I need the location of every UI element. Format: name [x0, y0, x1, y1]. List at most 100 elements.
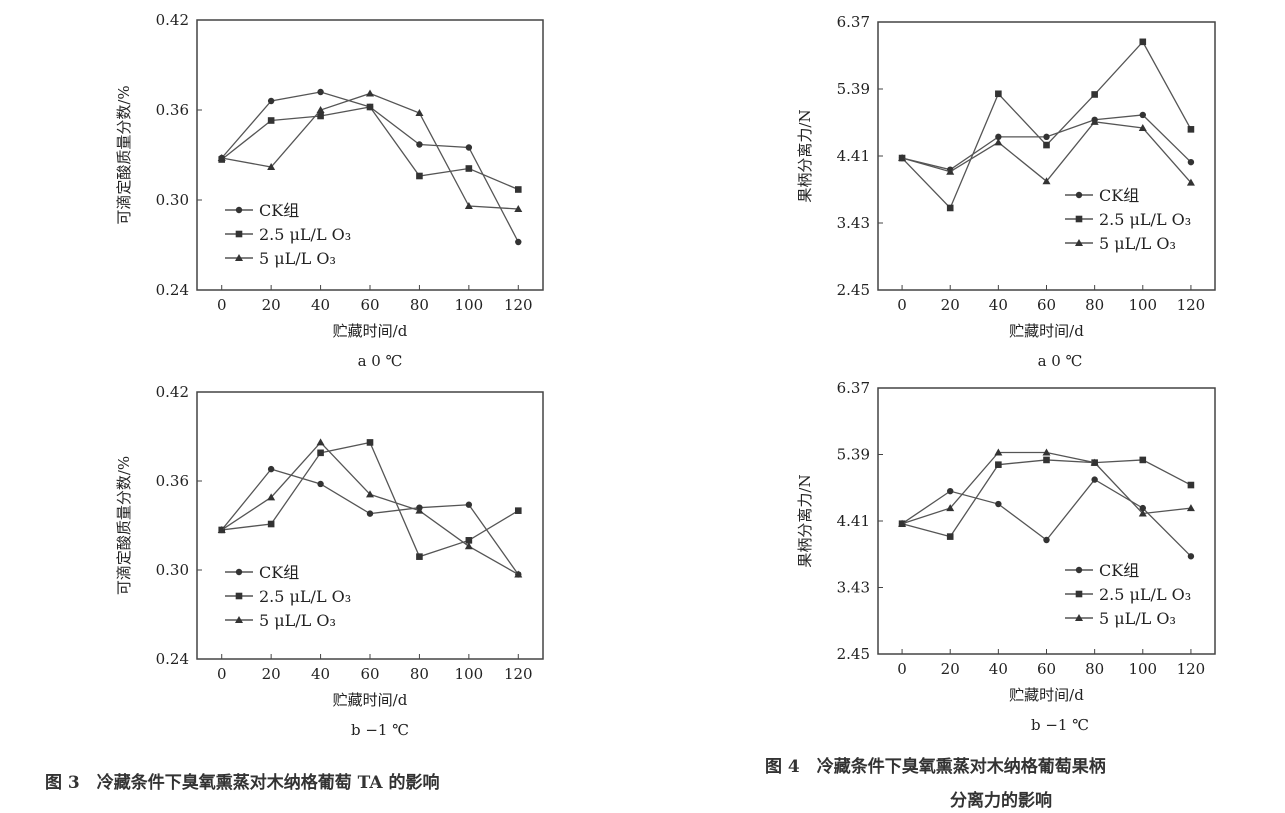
data-point — [415, 506, 424, 514]
series-triangle: 5 μL/L O₃ — [217, 438, 523, 630]
data-point — [465, 144, 473, 151]
series-triangle: 5 μL/L O₃ — [898, 117, 1195, 253]
data-point — [898, 519, 907, 527]
data-point — [946, 504, 955, 512]
chart-3: 2.45 3.43 4.41 5.39 6.37 0 20 40 60 80 100 120 贮藏时间/… — [796, 13, 1216, 370]
data-point — [366, 103, 374, 111]
x-tick-label: 100 — [1128, 660, 1157, 678]
chart-subtitle: b −1 ℃ — [351, 721, 409, 739]
legend-marker — [235, 230, 243, 238]
series-circle: CK组 — [218, 88, 522, 246]
data-point — [267, 97, 275, 105]
data-point — [995, 461, 1002, 468]
plot-frame — [196, 19, 544, 291]
series-line — [221, 441, 519, 558]
x-axis-label: 贮藏时间/d — [1009, 322, 1084, 340]
data-point — [1138, 509, 1147, 517]
series-line — [221, 441, 519, 576]
data-point — [1042, 448, 1051, 456]
data-point — [994, 138, 1003, 146]
data-point — [464, 542, 473, 550]
y-tick-label: 0.24 — [156, 650, 189, 668]
x-tick-label: 80 — [410, 665, 429, 683]
legend-label: CK组 — [259, 201, 299, 220]
data-point — [416, 141, 423, 148]
series-line — [901, 459, 1192, 538]
data-point — [514, 186, 522, 193]
data-point — [1043, 536, 1050, 544]
y-axis-label: 果柄分离力/N — [796, 474, 814, 567]
data-point — [1042, 177, 1051, 185]
y-tick-label: 2.45 — [837, 645, 870, 663]
x-tick-label: 20 — [941, 296, 960, 314]
x-tick-label: 120 — [504, 296, 533, 314]
data-point — [1139, 456, 1147, 464]
data-point — [316, 438, 325, 446]
data-point — [267, 520, 275, 528]
data-point — [1090, 117, 1099, 125]
data-point — [1139, 38, 1147, 46]
x-tick-label: 120 — [1177, 296, 1206, 314]
legend-label: CK组 — [1099, 561, 1139, 580]
data-point — [1091, 91, 1098, 98]
chart-1: 0.24 0.30 0.36 0.42 0 20 40 60 80 100 120 贮藏时间/d 可滴定… — [115, 11, 544, 370]
data-point — [317, 112, 324, 120]
data-point — [1139, 504, 1146, 512]
x-axis-label: 贮藏时间/d — [333, 691, 408, 709]
legend-label: CK组 — [259, 563, 299, 582]
data-point — [465, 537, 473, 544]
y-tick-label: 0.30 — [156, 561, 189, 579]
x-tick-label: 100 — [1128, 296, 1157, 314]
data-point — [995, 90, 1002, 98]
x-tick-label: 60 — [1037, 660, 1056, 678]
series-line — [221, 468, 519, 575]
data-point — [416, 553, 423, 560]
legend-label: 5 μL/L O₃ — [1099, 609, 1176, 628]
x-tick-label: 60 — [360, 665, 379, 683]
data-point — [947, 487, 954, 495]
y-tick-label: 3.43 — [837, 214, 870, 232]
y-tick-label: 5.39 — [837, 446, 870, 464]
x-axis-label: 贮藏时间/d — [333, 322, 408, 340]
series-triangle: 5 μL/L O₃ — [217, 89, 523, 268]
y-axis-label: 可滴定酸质量分数/% — [115, 456, 133, 595]
series-line — [221, 92, 519, 210]
data-point — [217, 154, 226, 161]
x-tick-label: 20 — [262, 296, 281, 314]
legend-marker — [1075, 566, 1083, 574]
data-point — [415, 109, 424, 116]
legend-marker — [1075, 614, 1083, 621]
data-point — [898, 154, 907, 162]
legend-marker — [235, 206, 243, 214]
y-tick-label: 2.45 — [837, 281, 870, 299]
x-tick-label: 40 — [311, 665, 330, 683]
data-point — [366, 439, 374, 446]
data-point — [514, 570, 523, 578]
data-point — [416, 172, 423, 180]
data-point — [1186, 178, 1195, 186]
data-point — [946, 167, 955, 175]
x-tick-label: 0 — [217, 665, 227, 683]
chart-subtitle: a 0 ℃ — [358, 352, 403, 370]
data-point — [946, 204, 954, 212]
y-tick-label: 0.42 — [156, 383, 189, 401]
x-tick-label: 60 — [1037, 296, 1056, 314]
x-tick-label: 40 — [989, 660, 1008, 678]
x-tick-label: 80 — [1085, 660, 1104, 678]
data-point — [1187, 158, 1195, 166]
data-point — [1090, 458, 1099, 466]
y-tick-label: 0.30 — [156, 191, 189, 209]
chart-2: 0.24 0.30 0.36 0.42 0 20 40 60 80 100 120 贮藏时间/d 可滴定… — [115, 383, 544, 739]
x-tick-label: 80 — [410, 296, 429, 314]
data-point — [317, 88, 324, 96]
data-point — [465, 165, 473, 172]
x-tick-label: 60 — [360, 296, 379, 314]
data-point — [267, 163, 276, 170]
x-tick-label: 20 — [262, 665, 281, 683]
chart-subtitle: a 0 ℃ — [1038, 352, 1083, 370]
data-point — [514, 205, 523, 212]
data-point — [1187, 126, 1195, 133]
legend-marker — [235, 568, 243, 576]
x-tick-label: 0 — [217, 296, 227, 314]
